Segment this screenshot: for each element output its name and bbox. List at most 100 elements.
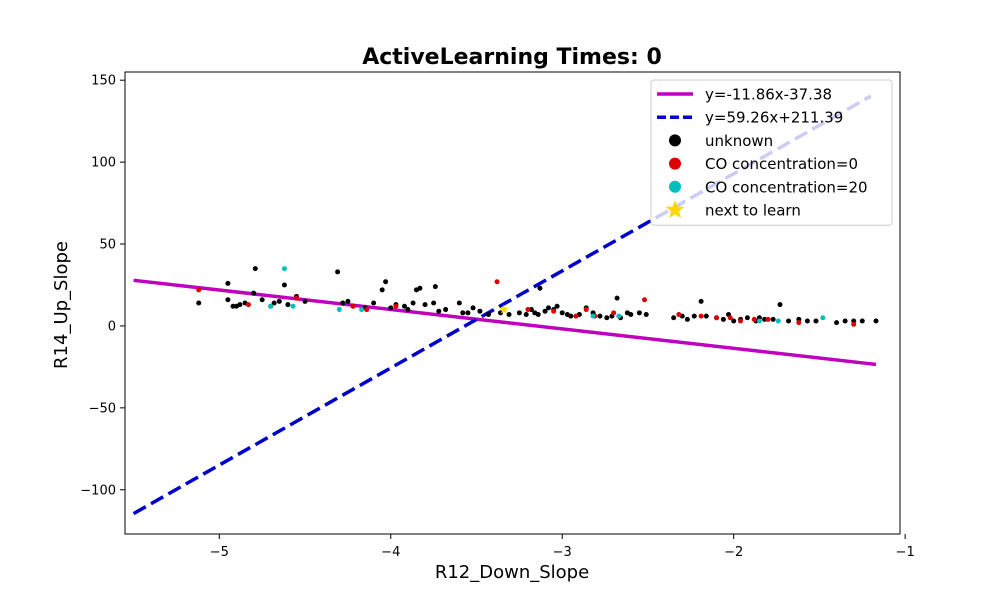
data-point-series-1-18	[738, 318, 744, 324]
y-tick-label: 150	[91, 74, 116, 89]
legend-box	[650, 79, 893, 226]
data-point-series-0-17	[335, 269, 341, 275]
x-tick-label: −2	[724, 545, 743, 560]
data-point-series-0-72	[684, 316, 690, 322]
data-point-series-2-9	[820, 315, 826, 321]
data-point-series-0-92	[842, 318, 848, 324]
data-point-series-0-44	[506, 311, 512, 317]
scatter-points	[196, 266, 879, 327]
data-point-series-1-4	[364, 307, 370, 313]
y-axis-ticks: −100 −50 0 50 100 150	[80, 74, 125, 498]
data-point-series-1-21	[796, 320, 802, 326]
data-point-series-0-91	[834, 320, 840, 326]
legend-label: CO concentration=20	[705, 178, 868, 196]
data-point-series-1-5	[393, 303, 399, 309]
data-point-series-1-8	[551, 308, 557, 314]
data-point-series-0-34	[432, 284, 438, 290]
data-point-series-0-8	[252, 266, 258, 272]
legend-symbol	[669, 134, 681, 147]
y-tick-label: 50	[99, 238, 116, 253]
x-tick-label: −1	[896, 545, 915, 560]
data-point-series-0-45	[516, 310, 522, 316]
data-point-series-0-38	[460, 310, 466, 316]
data-point-series-2-5	[590, 313, 596, 319]
data-point-series-0-70	[671, 315, 677, 321]
x-tick-label: −3	[553, 545, 572, 560]
data-point-series-1-19	[751, 316, 757, 322]
data-point-series-2-0	[268, 303, 274, 309]
x-tick-label: −4	[381, 545, 400, 560]
data-point-series-0-41	[477, 308, 483, 314]
fit-line-1	[133, 278, 877, 367]
data-point-series-0-25	[388, 305, 394, 311]
data-point-series-2-8	[775, 318, 781, 324]
data-point-series-0-22	[371, 300, 377, 306]
data-point-series-0-85	[770, 316, 776, 322]
data-point-series-2-1	[281, 266, 287, 272]
next-to-learn-star	[499, 304, 509, 314]
data-point-series-0-68	[636, 310, 642, 316]
data-point-series-0-27	[401, 303, 407, 309]
data-point-series-0-79	[731, 318, 737, 324]
data-point-series-0-28	[405, 307, 411, 313]
data-point-series-1-10	[583, 307, 589, 313]
data-point-series-1-12	[611, 310, 617, 316]
data-point-series-0-29	[410, 300, 416, 306]
data-point-series-0-24	[383, 279, 389, 285]
data-point-series-2-3	[336, 307, 342, 313]
data-point-series-0-57	[568, 313, 574, 319]
legend-label: CO concentration=0	[705, 155, 858, 173]
y-tick-label: 0	[108, 319, 116, 334]
data-point-series-1-1	[245, 302, 251, 308]
data-point-series-0-5	[237, 302, 243, 308]
data-point-series-1-2	[293, 295, 299, 301]
data-point-series-2-7	[756, 318, 762, 324]
data-point-series-0-73	[691, 313, 697, 319]
data-point-series-0-49	[535, 311, 541, 317]
legend-label: next to learn	[705, 202, 801, 220]
x-axis-ticks: −5 −4 −3 −2 −1	[210, 534, 915, 560]
data-point-series-1-6	[494, 279, 500, 285]
data-point-series-1-20	[765, 316, 771, 322]
data-point-series-2-6	[616, 313, 622, 319]
x-tick-label: −5	[210, 545, 229, 560]
data-point-series-0-46	[523, 311, 529, 317]
data-point-series-1-15	[698, 313, 704, 319]
data-point-series-0-16	[302, 298, 308, 304]
data-point-series-0-95	[873, 318, 879, 324]
legend-symbol	[669, 180, 681, 193]
legend-symbol	[669, 157, 681, 170]
data-point-series-0-32	[422, 302, 428, 308]
data-point-series-0-7	[251, 290, 257, 296]
data-point-series-0-50	[537, 285, 543, 291]
data-point-series-1-16	[714, 315, 720, 321]
data-point-series-0-81	[744, 315, 750, 321]
data-point-series-0-12	[276, 298, 282, 304]
data-point-series-1-0	[196, 287, 202, 293]
data-point-series-0-11	[271, 300, 277, 306]
data-point-series-0-52	[546, 305, 552, 311]
data-point-series-1-3	[350, 303, 356, 309]
y-tick-label: −100	[80, 483, 116, 498]
data-point-series-0-2	[225, 297, 231, 303]
data-point-series-0-90	[813, 318, 819, 324]
data-point-series-1-17	[727, 315, 733, 321]
chart-title: ActiveLearning Times: 0	[362, 45, 662, 70]
data-point-series-0-3	[230, 303, 236, 309]
legend: y=-11.86x-37.38 y=59.26x+211.39 unknown CO …	[650, 79, 893, 226]
data-point-series-0-84	[762, 316, 768, 322]
axes-frame	[124, 71, 901, 535]
data-point-series-0-55	[559, 310, 565, 316]
data-point-series-1-22	[851, 321, 857, 327]
data-point-series-0-67	[628, 311, 634, 317]
data-point-series-1-14	[676, 311, 682, 317]
legend-symbol	[665, 200, 685, 219]
data-point-series-0-33	[431, 300, 437, 306]
data-point-series-0-9	[259, 297, 265, 303]
data-point-series-0-69	[643, 311, 649, 317]
data-point-series-0-61	[597, 313, 603, 319]
data-point-series-0-36	[443, 307, 449, 313]
data-point-series-0-31	[417, 285, 423, 291]
data-point-series-0-77	[720, 316, 726, 322]
